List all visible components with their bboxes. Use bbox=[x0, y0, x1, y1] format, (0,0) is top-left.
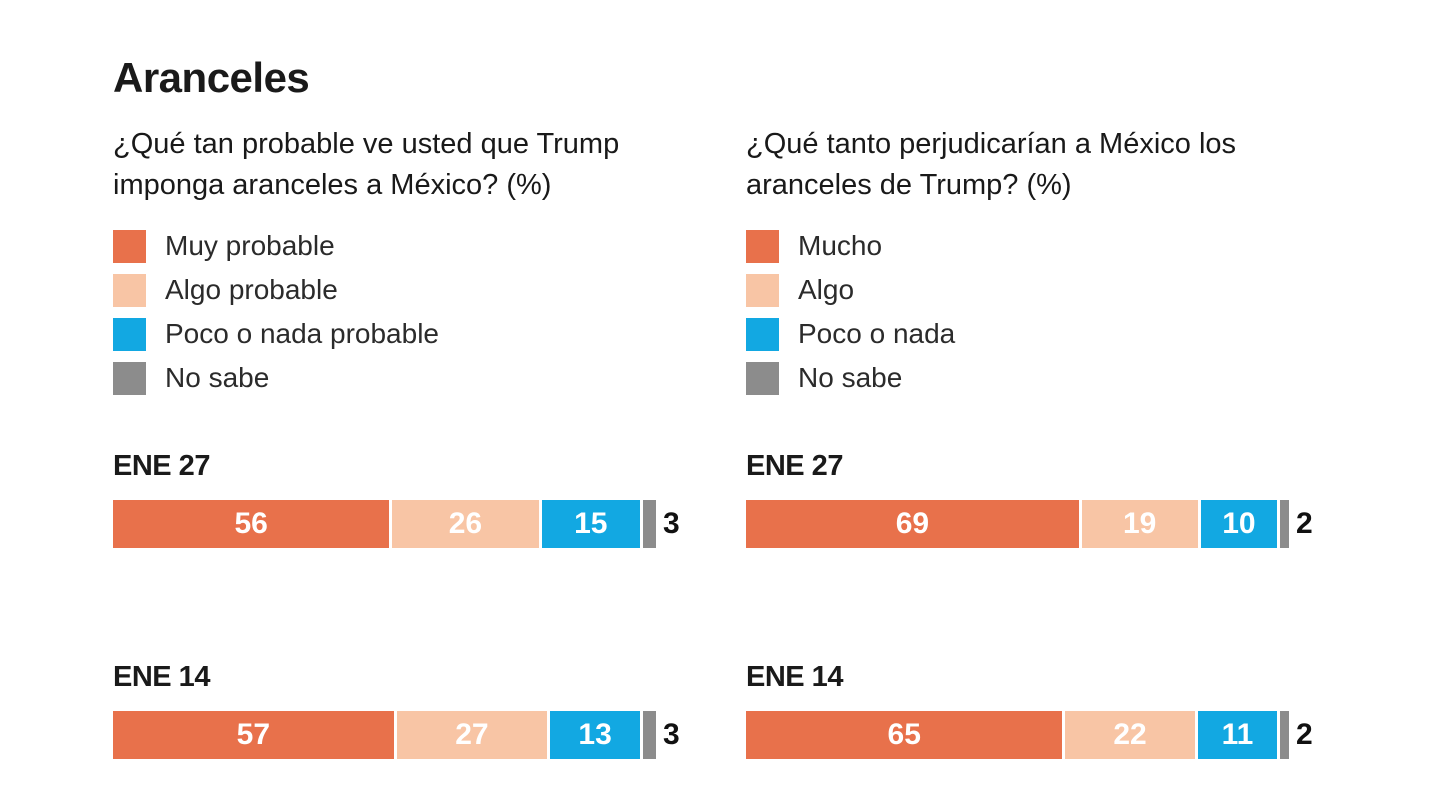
chart-right-ene27: ENE 27 69 19 10 2 bbox=[746, 450, 1379, 548]
bar-segment-poco-nada: 11 bbox=[1197, 711, 1278, 759]
stacked-bar: 57 27 13 bbox=[113, 711, 656, 759]
legend-item-algo: Algo bbox=[746, 268, 1379, 312]
page-title: Aranceles bbox=[113, 54, 310, 101]
bar-row: 57 27 13 3 bbox=[113, 711, 746, 759]
segment-value: 56 bbox=[234, 507, 268, 540]
question-left: ¿Qué tan probable ve usted que Trump imp… bbox=[113, 128, 620, 201]
legend-right: Mucho Algo Poco o nada No sabe bbox=[746, 224, 1379, 400]
legend-swatch-peach bbox=[113, 273, 146, 307]
bar-segment-no-sabe bbox=[642, 500, 656, 548]
question-right: ¿Qué tanto perjudicarían a México los ar… bbox=[746, 128, 1237, 201]
legend-left: Muy probable Algo probable Poco o nada p… bbox=[113, 224, 746, 400]
legend-swatch-blue bbox=[113, 317, 146, 351]
legend-label: Algo probable bbox=[165, 274, 338, 305]
legend-item-poco-nada-probable: Poco o nada probable bbox=[113, 312, 746, 356]
legend-item-mucho: Mucho bbox=[746, 224, 1379, 268]
legend-swatch-orange bbox=[113, 229, 146, 263]
legend-item-algo-probable: Algo probable bbox=[113, 268, 746, 312]
segment-value: 10 bbox=[1222, 507, 1256, 540]
legend-item-no-sabe: No sabe bbox=[746, 356, 1379, 400]
segment-value: 13 bbox=[578, 718, 612, 751]
bar-segment-algo-probable: 26 bbox=[392, 500, 539, 548]
bar-segment-poco-nada: 15 bbox=[541, 500, 640, 548]
legend-label: Mucho bbox=[798, 230, 883, 261]
legend-label: Algo bbox=[798, 274, 855, 305]
bar-segment-poco-nada: 13 bbox=[550, 711, 640, 759]
no-sabe-value: 3 bbox=[663, 507, 680, 540]
bar-segment-poco-nada: 10 bbox=[1200, 500, 1278, 548]
legend-label: No sabe bbox=[798, 362, 903, 393]
infographic: Aranceles ¿Qué tan probable ve usted que… bbox=[113, 54, 1440, 759]
bar-segment-no-sabe bbox=[1280, 500, 1289, 548]
segment-value: 57 bbox=[236, 718, 271, 751]
date-label: ENE 14 bbox=[113, 661, 210, 693]
date-label: ENE 14 bbox=[746, 661, 843, 693]
segment-value: 65 bbox=[887, 718, 921, 751]
bar-segment-no-sabe bbox=[642, 711, 656, 759]
bar-segment-no-sabe bbox=[1280, 711, 1289, 759]
bar-segment-muy-probable: 57 bbox=[113, 711, 394, 759]
stacked-bar: 56 26 15 bbox=[113, 500, 656, 548]
stacked-bar: 65 22 11 bbox=[746, 711, 1289, 759]
bar-segment-mucho: 65 bbox=[746, 711, 1063, 759]
chart-right-ene14: ENE 14 65 22 11 2 bbox=[746, 661, 1379, 759]
segment-value: 19 bbox=[1122, 507, 1157, 540]
bar-segment-algo-probable: 27 bbox=[396, 711, 548, 759]
legend-item-no-sabe: No sabe bbox=[113, 356, 746, 400]
legend-item-poco-nada: Poco o nada bbox=[746, 312, 1379, 356]
chart-columns: ¿Qué tan probable ve usted que Trump imp… bbox=[113, 124, 1440, 759]
no-sabe-value: 2 bbox=[1296, 718, 1313, 751]
legend-swatch-blue bbox=[746, 317, 779, 351]
chart-left-ene27: ENE 27 56 26 15 3 bbox=[113, 450, 746, 548]
legend-label: Muy probable bbox=[165, 230, 335, 261]
legend-label: Poco o nada bbox=[798, 318, 956, 349]
no-sabe-value: 3 bbox=[663, 718, 680, 751]
legend-swatch-orange bbox=[746, 229, 779, 263]
legend-label: Poco o nada probable bbox=[165, 318, 439, 349]
legend-swatch-peach bbox=[746, 273, 779, 307]
bar-row: 65 22 11 2 bbox=[746, 711, 1379, 759]
date-label: ENE 27 bbox=[746, 450, 843, 482]
legend-label: No sabe bbox=[165, 362, 270, 393]
segment-value: 11 bbox=[1221, 718, 1254, 751]
segment-value: 27 bbox=[455, 718, 489, 751]
bar-segment-algo: 19 bbox=[1081, 500, 1198, 548]
panel-probability: ¿Qué tan probable ve usted que Trump imp… bbox=[113, 124, 746, 759]
legend-swatch-gray bbox=[746, 361, 779, 395]
segment-value: 69 bbox=[895, 507, 930, 540]
legend-item-muy-probable: Muy probable bbox=[113, 224, 746, 268]
bar-segment-mucho: 69 bbox=[746, 500, 1079, 548]
date-label: ENE 27 bbox=[113, 450, 210, 482]
legend-swatch-gray bbox=[113, 361, 146, 395]
stacked-bar: 69 19 10 bbox=[746, 500, 1289, 548]
no-sabe-value: 2 bbox=[1296, 507, 1313, 540]
bar-segment-algo: 22 bbox=[1065, 711, 1195, 759]
bar-row: 69 19 10 2 bbox=[746, 500, 1379, 548]
segment-value: 22 bbox=[1113, 718, 1147, 751]
segment-value: 26 bbox=[448, 507, 483, 540]
panel-harm: ¿Qué tanto perjudicarían a México los ar… bbox=[746, 124, 1379, 759]
bar-row: 56 26 15 3 bbox=[113, 500, 746, 548]
chart-left-ene14: ENE 14 57 27 13 3 bbox=[113, 661, 746, 759]
segment-value: 15 bbox=[574, 507, 608, 540]
bar-segment-muy-probable: 56 bbox=[113, 500, 390, 548]
